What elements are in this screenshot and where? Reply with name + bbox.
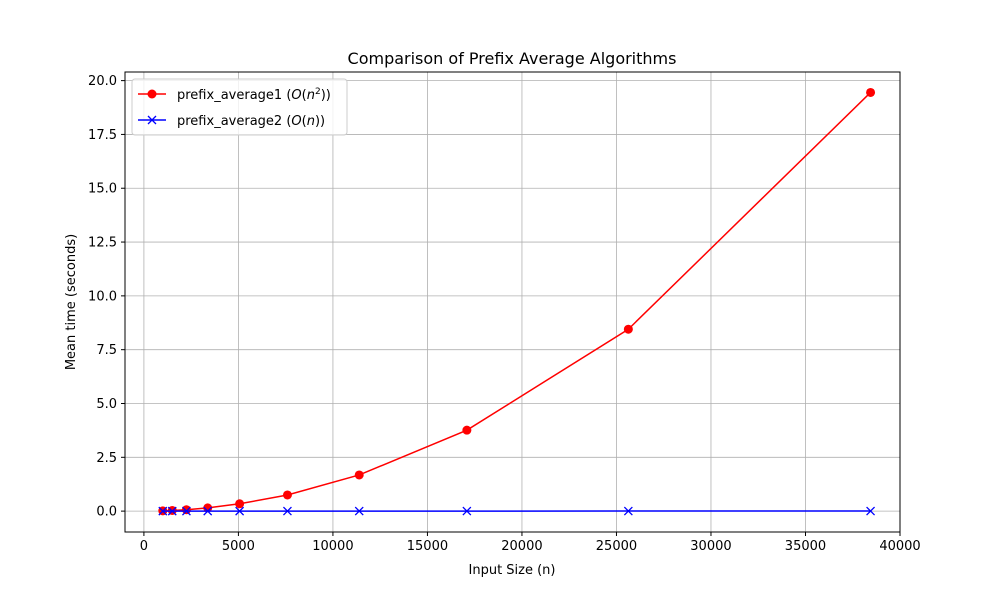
x-tick-label: 10000 [312, 539, 353, 554]
series-2 [158, 506, 876, 516]
plot-frame [124, 71, 901, 533]
legend-label-series-1-prefix: prefix_average1 ( [177, 88, 291, 103]
legend-label-series-1-open: ( [302, 88, 307, 103]
y-tick-label: 0.0 [96, 505, 117, 520]
y-tick-label: 2.5 [96, 451, 117, 466]
legend-label-series-2-open: ( [302, 114, 307, 129]
legend-label-series-1: prefix_average1 (O(n2)) [177, 87, 331, 103]
chart-title: Comparison of Prefix Average Algorithms [348, 49, 677, 68]
legend-label-series-2-math: O [291, 114, 301, 129]
series-1-point [235, 499, 245, 509]
series-1-point [623, 324, 633, 334]
series-1-line [162, 91, 872, 512]
x-tick-label: 0 [140, 539, 148, 554]
series-2-point [623, 506, 633, 516]
series-1-point [181, 505, 191, 515]
series-1-point [462, 425, 472, 435]
legend-label-series-2-var: n [307, 114, 315, 129]
y-tick-label: 5.0 [96, 397, 117, 412]
x-tick-label: 25000 [596, 539, 637, 554]
x-tick-label: 5000 [222, 539, 255, 554]
series-layer [158, 87, 876, 516]
x-tick-label: 35000 [785, 539, 826, 554]
legend-marker-series-1 [147, 89, 157, 99]
series-2-point [282, 506, 292, 516]
legend-label-series-2-close: )) [315, 114, 325, 129]
y-tick-label: 10.0 [88, 289, 117, 304]
series-1-point [203, 503, 213, 513]
x-axis-label: Input Size (n) [469, 563, 556, 578]
legend-label-series-1-sup: 2 [315, 87, 321, 97]
y-tick-label: 12.5 [88, 236, 117, 251]
legend-marker-series-2 [147, 115, 157, 125]
x-tick-label: 40000 [879, 539, 920, 554]
series-1-point [282, 490, 292, 500]
series-2-point [235, 506, 245, 516]
x-axis: 0 5000 10000 15000 20000 25000 30000 35000 40000 [140, 532, 921, 554]
y-tick-label: 17.5 [88, 128, 117, 143]
legend: prefix_average1 (O(n2)) prefix_average2 … [131, 78, 348, 136]
y-axis: 0.0 2.5 5.0 7.5 10.0 12.5 15.0 17.5 20.0 [88, 74, 125, 520]
series-1-point [866, 87, 876, 97]
x-tick-label: 30000 [690, 539, 731, 554]
y-tick-label: 20.0 [88, 74, 117, 89]
y-axis-label: Mean time (seconds) [64, 234, 79, 370]
series-2-point [866, 506, 876, 516]
series-2-point [158, 506, 168, 516]
y-tick-label: 15.0 [88, 182, 117, 197]
series-2-point [181, 506, 191, 516]
y-tick-label: 7.5 [96, 343, 117, 358]
legend-label-series-1-var: n [307, 88, 315, 103]
x-tick-label: 20000 [501, 539, 542, 554]
series-1-point [354, 470, 364, 480]
legend-label-series-1-close: )) [321, 88, 331, 103]
series-2-point [167, 506, 177, 516]
legend-label-series-2: prefix_average2 (O(n)) [177, 114, 325, 129]
legend-label-series-1-math: O [291, 88, 301, 103]
series-2-point [354, 506, 364, 516]
legend-label-series-2-prefix: prefix_average2 ( [177, 114, 291, 129]
series-2-point [462, 506, 472, 516]
x-tick-label: 15000 [407, 539, 448, 554]
series-2-point [203, 506, 213, 516]
legend-frame [131, 78, 348, 136]
